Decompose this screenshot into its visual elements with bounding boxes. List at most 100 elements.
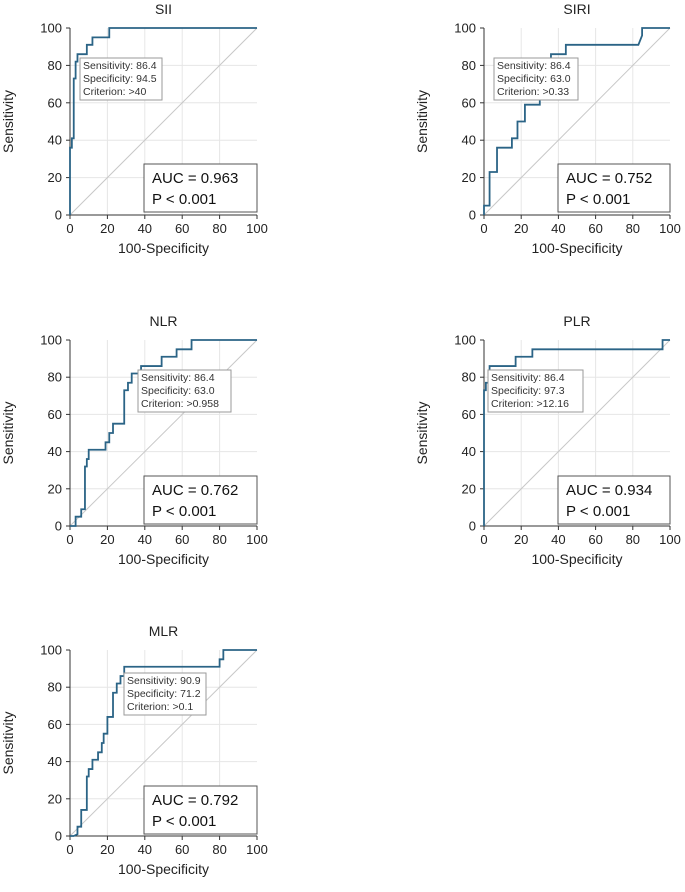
criterion-line: Specificity: 63.0 (141, 385, 215, 397)
criterion-box (493, 57, 579, 101)
p-value: P < 0.001 (152, 813, 216, 830)
x-tick-label: 20 (514, 221, 528, 236)
y-tick-label: 0 (469, 519, 476, 534)
y-tick-label: 100 (40, 333, 62, 348)
x-tick-label: 80 (212, 221, 226, 236)
x-tick-label: 100 (659, 221, 681, 236)
y-tick-label: 40 (462, 444, 476, 459)
x-tick-label: 20 (100, 221, 114, 236)
y-tick-label: 20 (462, 481, 476, 496)
y-tick-label: 20 (48, 791, 62, 806)
x-tick-label: 0 (66, 842, 73, 857)
x-tick-label: 0 (66, 532, 73, 547)
x-tick-label: 60 (175, 221, 189, 236)
p-value: P < 0.001 (566, 191, 630, 208)
criterion-box (137, 369, 232, 413)
y-tick-label: 20 (462, 170, 476, 185)
auc-box (557, 163, 671, 213)
x-tick-label: 100 (659, 532, 681, 547)
criterion-line: Specificity: 71.2 (127, 688, 201, 700)
auc-value: AUC = 0.934 (566, 482, 652, 499)
x-tick-label: 40 (138, 221, 152, 236)
chart-title: SII (155, 1, 172, 17)
auc-box (143, 785, 258, 835)
y-axis-label: Sensitivity (0, 401, 16, 464)
y-tick-label: 40 (48, 133, 62, 148)
criterion-line: Sensitivity: 86.4 (497, 60, 571, 72)
x-axis-label: 100-Specificity (118, 551, 209, 567)
x-tick-label: 0 (480, 532, 487, 547)
criterion-line: Sensitivity: 90.9 (127, 675, 201, 687)
y-tick-label: 0 (55, 829, 62, 844)
x-tick-label: 60 (588, 221, 602, 236)
y-tick-label: 100 (40, 21, 62, 36)
y-tick-label: 20 (48, 481, 62, 496)
chart-title: SIRI (563, 1, 590, 17)
auc-value: AUC = 0.752 (566, 170, 652, 187)
y-tick-label: 0 (55, 208, 62, 223)
y-tick-label: 100 (454, 333, 476, 348)
p-value: P < 0.001 (152, 503, 216, 520)
y-tick-label: 80 (48, 58, 62, 73)
x-tick-label: 0 (480, 221, 487, 236)
y-tick-label: 40 (48, 754, 62, 769)
roc-panel-siri: 0 20 40 60 80 100 0 20 40 60 80 100 SIRI 100-Specific… (414, 1, 681, 256)
criterion-line: Sensitivity: 86.4 (141, 372, 215, 384)
y-tick-label: 80 (48, 680, 62, 695)
y-tick-label: 60 (462, 95, 476, 110)
criterion-line: Criterion: >0.958 (141, 398, 219, 410)
x-tick-label: 20 (100, 532, 114, 547)
y-tick-label: 80 (462, 370, 476, 385)
chart-title: NLR (149, 313, 177, 329)
roc-panel-mlr: 0 20 40 60 80 100 0 20 40 60 80 100 MLR 100-Specifici… (0, 623, 268, 877)
y-axis-label: Sensitivity (0, 711, 16, 774)
y-tick-label: 0 (55, 519, 62, 534)
criterion-line: Specificity: 63.0 (497, 73, 571, 85)
y-tick-label: 100 (454, 21, 476, 36)
y-tick-label: 20 (48, 170, 62, 185)
criterion-line: Specificity: 94.5 (83, 73, 157, 85)
x-axis-label: 100-Specificity (118, 240, 209, 256)
x-axis-label: 100-Specificity (531, 240, 622, 256)
criterion-box (123, 672, 207, 716)
x-axis-label: 100-Specificity (118, 861, 209, 877)
y-tick-label: 60 (462, 407, 476, 422)
roc-panel-plr: 0 20 40 60 80 100 0 20 40 60 80 100 PLR 100-Specifici… (414, 313, 681, 567)
x-tick-label: 80 (212, 842, 226, 857)
y-axis-label: Sensitivity (414, 90, 430, 153)
y-axis-label: Sensitivity (0, 90, 16, 153)
auc-value: AUC = 0.963 (152, 170, 238, 187)
criterion-box (79, 57, 163, 101)
x-tick-label: 20 (514, 532, 528, 547)
y-tick-label: 80 (462, 58, 476, 73)
x-tick-label: 20 (100, 842, 114, 857)
roc-curve-plr (483, 339, 670, 526)
chart-title: MLR (149, 623, 179, 639)
auc-box (143, 163, 258, 213)
y-tick-label: 60 (48, 95, 62, 110)
criterion-line: Sensitivity: 86.4 (491, 372, 565, 384)
roc-panel-sii: 0 20 40 60 80 100 0 20 40 60 80 100 SII 100-Specifici… (0, 1, 268, 256)
auc-value: AUC = 0.762 (152, 482, 238, 499)
criterion-box (487, 369, 584, 413)
x-tick-label: 80 (626, 221, 640, 236)
x-tick-label: 0 (66, 221, 73, 236)
reference-diagonal (483, 27, 671, 216)
y-tick-label: 60 (48, 407, 62, 422)
criterion-line: Criterion: >40 (83, 86, 146, 98)
reference-diagonal (69, 27, 258, 216)
auc-box (143, 475, 258, 525)
reference-diagonal (69, 649, 258, 837)
criterion-line: Criterion: >0.33 (497, 86, 569, 98)
y-tick-label: 60 (48, 717, 62, 732)
x-tick-label: 60 (175, 532, 189, 547)
x-tick-label: 40 (138, 842, 152, 857)
y-tick-label: 100 (40, 643, 62, 658)
p-value: P < 0.001 (152, 191, 216, 208)
x-tick-label: 60 (175, 842, 189, 857)
x-tick-label: 100 (246, 221, 268, 236)
x-tick-label: 60 (588, 532, 602, 547)
x-axis-label: 100-Specificity (531, 551, 622, 567)
auc-box (557, 475, 671, 525)
